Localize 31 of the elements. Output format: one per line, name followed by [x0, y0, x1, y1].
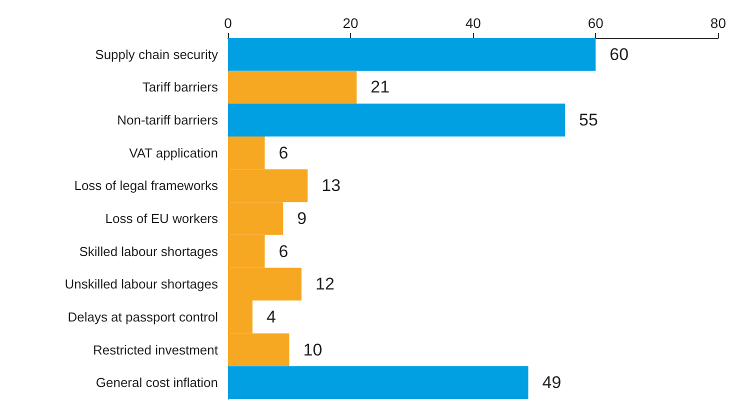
data-label: 6 — [278, 242, 288, 261]
y-tick-label: Supply chain security — [95, 46, 218, 62]
data-label: 9 — [297, 209, 307, 228]
y-tick-label: Tariff barriers — [142, 80, 218, 95]
y-tick-label: VAT application — [129, 145, 218, 160]
data-label: 6 — [278, 143, 288, 162]
x-tick-label: 60 — [588, 15, 604, 31]
y-tick-label: Skilled labour shortages — [79, 244, 218, 259]
data-label: 60 — [610, 44, 629, 64]
bar — [228, 104, 566, 136]
y-tick-label: Unskilled labour shortages — [64, 276, 218, 292]
data-label: 21 — [370, 78, 390, 97]
y-tick-label: Non-tariff barriers — [117, 112, 218, 128]
data-label: 55 — [579, 110, 598, 130]
data-label: 10 — [303, 340, 322, 360]
x-tick-label: 40 — [465, 15, 482, 31]
x-tick-label: 20 — [342, 15, 359, 31]
y-tick-label: Restricted investment — [93, 342, 218, 358]
data-label: 12 — [316, 274, 334, 294]
data-label: 4 — [266, 307, 276, 326]
bar — [228, 70, 357, 104]
data-label: 13 — [322, 176, 341, 196]
y-tick-label: Loss of EU workers — [105, 211, 218, 226]
bar — [228, 366, 528, 399]
y-tick-label: Delays at passport control — [68, 309, 218, 324]
y-tick-label: General cost inflation — [96, 375, 218, 390]
y-tick-label: Loss of legal frameworks — [74, 178, 218, 194]
x-tick-label: 80 — [710, 15, 726, 31]
data-label: 49 — [542, 373, 562, 392]
bar — [228, 38, 596, 71]
x-tick-label: 0 — [224, 15, 232, 31]
